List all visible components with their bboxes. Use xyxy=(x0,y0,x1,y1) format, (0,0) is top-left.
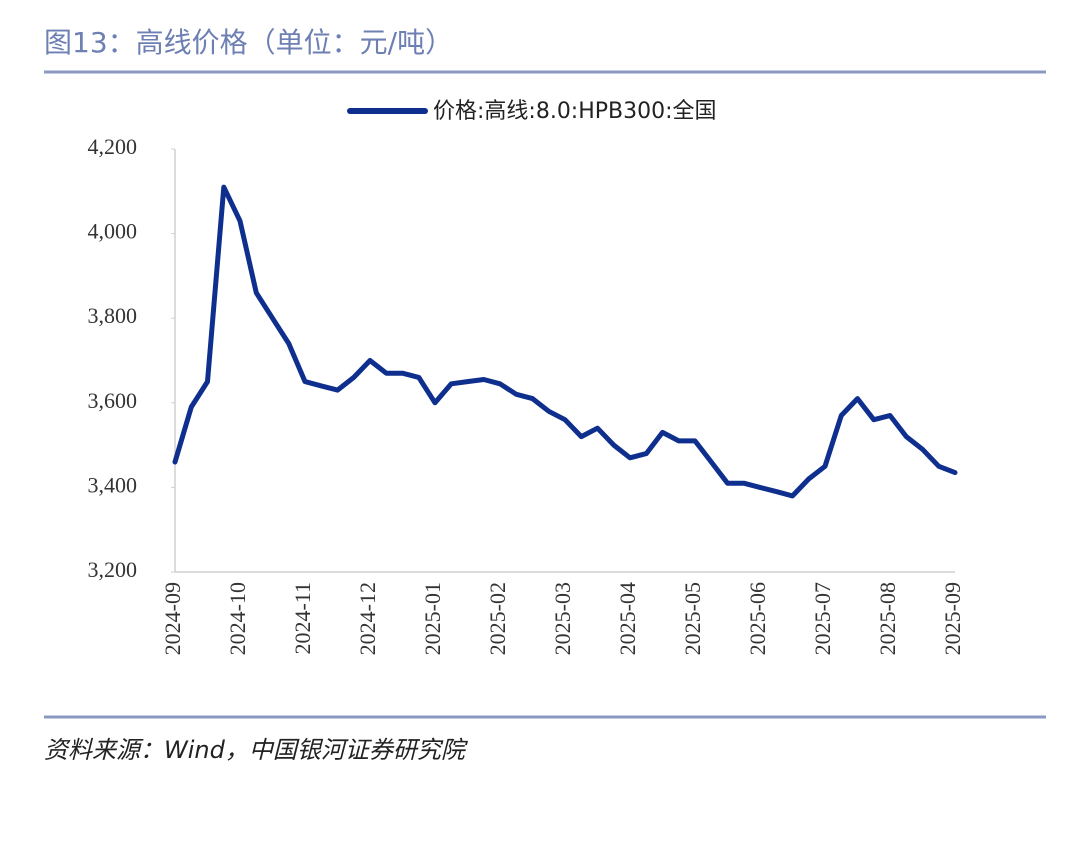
x-tick-label: 2024-12 xyxy=(355,582,380,655)
y-tick-label: 3,200 xyxy=(88,557,138,582)
x-tick-label: 2025-03 xyxy=(550,582,575,655)
source-note: 资料来源：Wind，中国银河证券研究院 xyxy=(44,736,469,764)
x-tick-label: 2025-07 xyxy=(810,582,835,655)
x-tick-label: 2025-05 xyxy=(680,582,705,655)
y-tick-label: 4,200 xyxy=(88,134,138,159)
x-tick-label: 2025-04 xyxy=(615,582,640,655)
chart-title: 图13：高线价格（单位：元/吨） xyxy=(44,26,453,59)
x-tick-label: 2024-10 xyxy=(225,582,250,655)
x-tick-label: 2025-01 xyxy=(420,582,445,655)
y-tick-label: 4,000 xyxy=(88,219,138,244)
x-tick-label: 2024-11 xyxy=(290,582,315,655)
y-tick-label: 3,600 xyxy=(88,388,138,413)
x-tick-label: 2024-09 xyxy=(160,582,185,655)
x-tick-label: 2025-09 xyxy=(940,582,965,655)
y-tick-label: 3,800 xyxy=(88,303,138,328)
x-tick-label: 2025-06 xyxy=(745,582,770,655)
legend-label: 价格:高线:8.0:HPB300:全国 xyxy=(433,99,717,124)
x-tick-label: 2025-08 xyxy=(875,582,900,655)
data-line xyxy=(172,184,958,499)
x-tick-label: 2025-02 xyxy=(485,582,510,655)
y-tick-label: 3,400 xyxy=(88,472,138,497)
